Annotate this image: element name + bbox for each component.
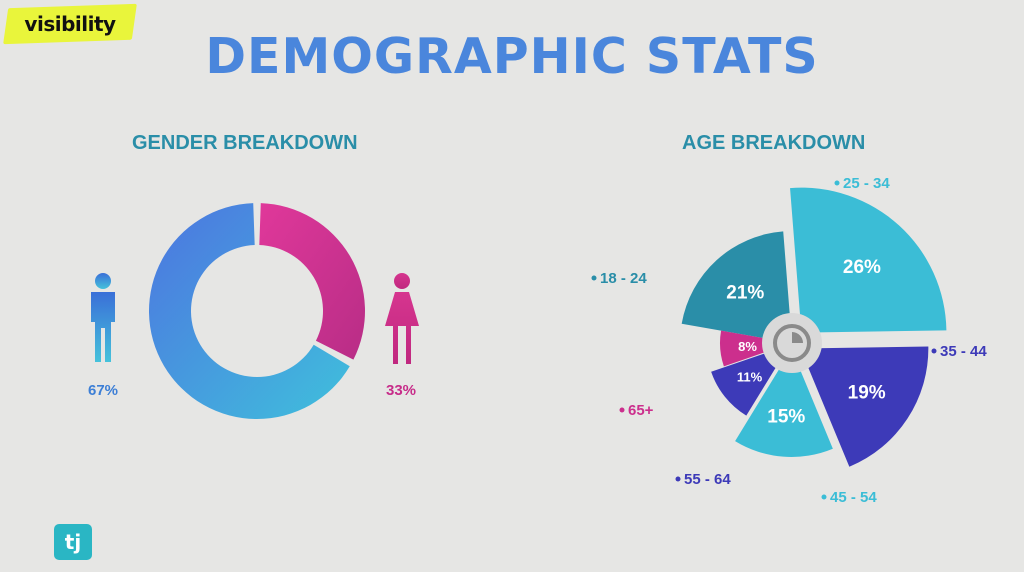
age-legend-label: 25 - 34 xyxy=(843,175,890,192)
female-percent-label: 33% xyxy=(386,382,416,399)
age-percent-label: 11% xyxy=(737,370,763,385)
age-legend-label: 35 - 44 xyxy=(940,343,987,360)
tj-logo: tj xyxy=(54,524,92,560)
badge-text: visibility xyxy=(24,12,116,36)
legend-dot xyxy=(675,476,681,482)
gender-chart-title: GENDER BREAKDOWN xyxy=(132,132,358,154)
legend-dot xyxy=(931,348,937,354)
age-legend-label: 65+ xyxy=(628,402,654,419)
male-percent-label: 67% xyxy=(88,382,118,399)
page-title: DEMOGRAPHIC STATS xyxy=(205,28,819,85)
age-slice-25-34 xyxy=(790,187,947,333)
donut-slice-female xyxy=(259,203,365,360)
age-slice-18-24 xyxy=(681,231,792,343)
age-legend-label: 45 - 54 xyxy=(830,489,877,506)
visibility-badge: visibility xyxy=(3,3,137,45)
age-pie-chart: 21% 18 - 24 26% 25 - 34 19% 35 - 44 15% 45 - 54… xyxy=(591,175,987,506)
gender-donut-chart xyxy=(149,203,365,419)
legend-dot xyxy=(821,494,827,500)
age-percent-label: 8% xyxy=(738,339,757,354)
age-legend-label: 18 - 24 xyxy=(600,270,647,287)
female-person-icon xyxy=(385,273,419,364)
age-percent-label: 15% xyxy=(767,406,805,427)
age-legend-label: 55 - 64 xyxy=(684,471,731,488)
age-chart-title: AGE BREAKDOWN xyxy=(682,132,866,154)
legend-dot xyxy=(834,180,840,186)
age-slice-35-44 xyxy=(800,346,929,467)
legend-dot xyxy=(619,407,625,413)
donut-slice-male xyxy=(149,203,350,419)
age-slice-65 xyxy=(720,330,792,367)
male-person-icon xyxy=(91,273,115,362)
age-slice-45-54 xyxy=(735,348,833,457)
center-quarter-icon xyxy=(792,332,803,343)
age-percent-label: 21% xyxy=(726,282,764,303)
age-percent-label: 19% xyxy=(848,383,886,404)
age-percent-label: 26% xyxy=(843,257,881,278)
center-ring-icon xyxy=(773,324,811,362)
legend-dot xyxy=(591,275,597,281)
